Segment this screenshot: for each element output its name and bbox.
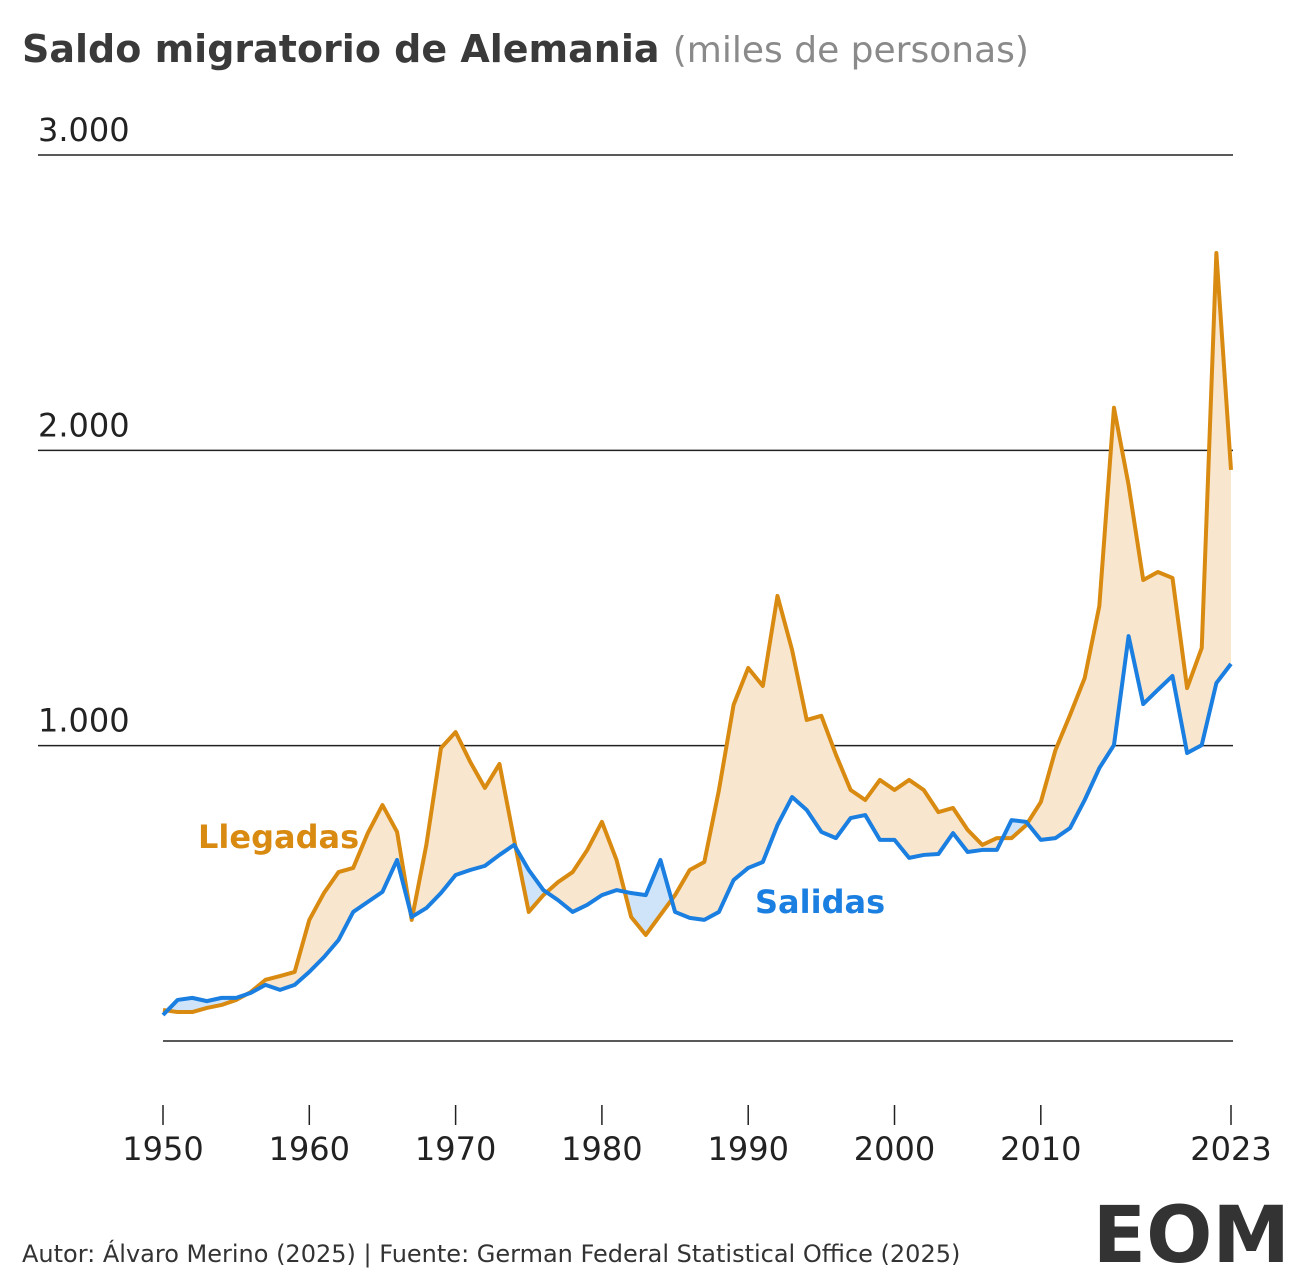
gap-fill	[163, 253, 1231, 1016]
series-label: Salidas	[755, 883, 885, 921]
x-tick-label: 2000	[854, 1130, 935, 1168]
line	[161, 634, 1233, 1017]
x-tick-label: 1950	[122, 1130, 203, 1168]
source: Autor: Álvaro Merino (2025) | Fuente: Ge…	[22, 1239, 960, 1268]
title: Saldo migratorio de Alemania	[22, 27, 660, 71]
x-tick-label: 1960	[269, 1130, 350, 1168]
series-label: Llegadas	[198, 818, 359, 856]
x-tick-label: 2010	[1000, 1130, 1081, 1168]
x-tick-label: 2023	[1190, 1130, 1271, 1168]
x-tick-label: 1970	[415, 1130, 496, 1168]
subtitle: (miles de personas)	[673, 30, 1029, 71]
chart-title: Saldo migratorio de Alemania (miles de p…	[22, 27, 1029, 71]
logo: EOM	[1093, 1191, 1290, 1281]
x-tick-label: 1980	[561, 1130, 642, 1168]
y-tick-label: 2.000	[38, 406, 130, 444]
y-tick-label: 1.000	[38, 702, 130, 740]
x-tick-label: 1990	[707, 1130, 788, 1168]
line	[162, 251, 1233, 1015]
y-tick-label: 3.000	[38, 111, 130, 149]
